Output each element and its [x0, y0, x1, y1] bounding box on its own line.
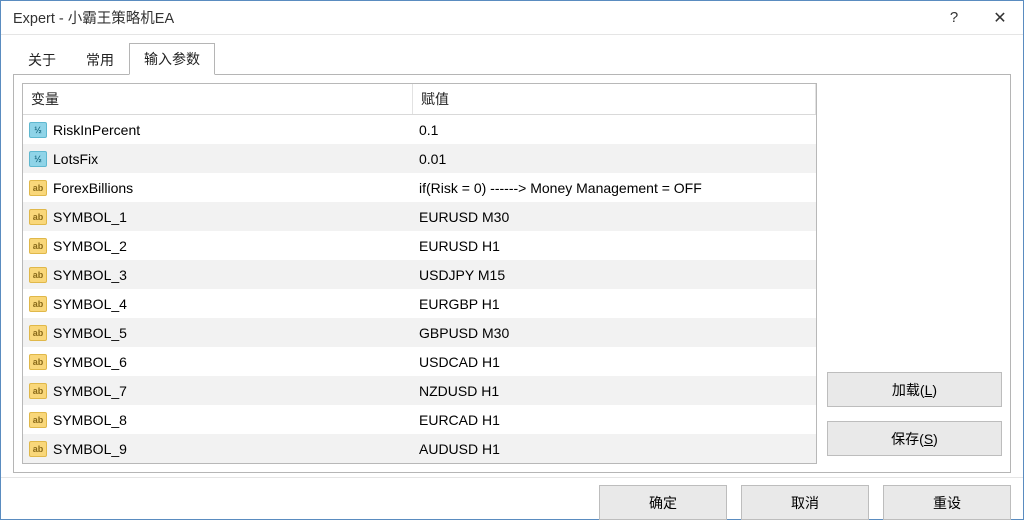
tab-关于[interactable]: 关于	[13, 44, 71, 75]
cell-variable: ab SYMBOL_4	[23, 296, 413, 312]
cell-value[interactable]: EURUSD M30	[413, 209, 816, 225]
variable-name: SYMBOL_1	[53, 209, 127, 225]
cell-value[interactable]: EURUSD H1	[413, 238, 816, 254]
table-row[interactable]: ½ RiskInPercent 0.1	[23, 115, 816, 144]
table-row[interactable]: ab SYMBOL_4 EURGBP H1	[23, 289, 816, 318]
string-type-icon: ab	[29, 296, 47, 312]
ok-button[interactable]: 确定	[599, 485, 727, 520]
numeric-type-icon: ½	[29, 151, 47, 167]
table-row[interactable]: ab ForexBillions if(Risk = 0) ------> Mone…	[23, 173, 816, 202]
string-type-icon: ab	[29, 180, 47, 196]
table-row[interactable]: ab SYMBOL_8 EURCAD H1	[23, 405, 816, 434]
cell-value[interactable]: EURGBP H1	[413, 296, 816, 312]
cell-variable: ab SYMBOL_5	[23, 325, 413, 341]
variable-name: RiskInPercent	[53, 122, 140, 138]
help-button[interactable]: ?	[931, 1, 977, 35]
string-type-icon: ab	[29, 412, 47, 428]
variable-name: SYMBOL_7	[53, 383, 127, 399]
string-type-icon: ab	[29, 354, 47, 370]
cell-variable: ab SYMBOL_3	[23, 267, 413, 283]
variable-name: SYMBOL_3	[53, 267, 127, 283]
cell-value[interactable]: GBPUSD M30	[413, 325, 816, 341]
cell-value[interactable]: 0.01	[413, 151, 816, 167]
save-button-mnemonic: S	[924, 431, 933, 447]
tabstrip: 关于常用输入参数	[13, 45, 1011, 75]
table-row[interactable]: ab SYMBOL_6 USDCAD H1	[23, 347, 816, 376]
table-row[interactable]: ab SYMBOL_7 NZDUSD H1	[23, 376, 816, 405]
table-row[interactable]: ab SYMBOL_1 EURUSD M30	[23, 202, 816, 231]
side-buttons: 加载(L) 保存(S)	[827, 83, 1002, 464]
cell-value[interactable]: AUDUSD H1	[413, 441, 816, 457]
table-row[interactable]: ½ LotsFix 0.01	[23, 144, 816, 173]
cell-variable: ab SYMBOL_1	[23, 209, 413, 225]
table-row[interactable]: ab SYMBOL_9 AUDUSD H1	[23, 434, 816, 463]
string-type-icon: ab	[29, 209, 47, 225]
save-button[interactable]: 保存(S)	[827, 421, 1002, 456]
cell-value[interactable]: USDCAD H1	[413, 354, 816, 370]
titlebar: Expert - 小霸王策略机EA ? ✕	[1, 1, 1023, 35]
cell-value[interactable]: USDJPY M15	[413, 267, 816, 283]
string-type-icon: ab	[29, 325, 47, 341]
cell-variable: ab SYMBOL_7	[23, 383, 413, 399]
cell-variable: ab SYMBOL_2	[23, 238, 413, 254]
variable-name: SYMBOL_8	[53, 412, 127, 428]
cell-variable: ab SYMBOL_8	[23, 412, 413, 428]
cell-variable: ab SYMBOL_9	[23, 441, 413, 457]
cell-variable: ½ LotsFix	[23, 151, 413, 167]
variable-name: SYMBOL_9	[53, 441, 127, 457]
cell-value[interactable]: 0.1	[413, 122, 816, 138]
table-row[interactable]: ab SYMBOL_5 GBPUSD M30	[23, 318, 816, 347]
table-body: ½ RiskInPercent 0.1 ½ LotsFix 0.01 ab ForexBill…	[23, 115, 816, 463]
cell-variable: ½ RiskInPercent	[23, 122, 413, 138]
numeric-type-icon: ½	[29, 122, 47, 138]
variable-name: LotsFix	[53, 151, 98, 167]
load-button-mnemonic: L	[925, 382, 933, 398]
table-row[interactable]: ab SYMBOL_3 USDJPY M15	[23, 260, 816, 289]
string-type-icon: ab	[29, 383, 47, 399]
string-type-icon: ab	[29, 441, 47, 457]
tab-panel-inputs: 变量 赋值 ½ RiskInPercent 0.1 ½ LotsFix 0.01 ab For…	[13, 74, 1011, 473]
content-area: 关于常用输入参数 变量 赋值 ½ RiskInPercent 0.1 ½ LotsFix…	[1, 35, 1023, 477]
string-type-icon: ab	[29, 238, 47, 254]
cell-variable: ab ForexBillions	[23, 180, 413, 196]
column-header-value[interactable]: 赋值	[413, 84, 816, 114]
load-button-suffix: )	[932, 382, 937, 398]
variable-name: ForexBillions	[53, 180, 133, 196]
cell-value[interactable]: EURCAD H1	[413, 412, 816, 428]
cell-value[interactable]: NZDUSD H1	[413, 383, 816, 399]
load-button-text: 加载(	[892, 380, 925, 400]
close-button[interactable]: ✕	[977, 1, 1023, 35]
window-title: Expert - 小霸王策略机EA	[13, 7, 931, 28]
tab-常用[interactable]: 常用	[71, 44, 129, 75]
variable-name: SYMBOL_6	[53, 354, 127, 370]
save-button-text: 保存(	[891, 429, 924, 449]
variable-name: SYMBOL_2	[53, 238, 127, 254]
variable-name: SYMBOL_4	[53, 296, 127, 312]
reset-button[interactable]: 重设	[883, 485, 1011, 520]
variable-name: SYMBOL_5	[53, 325, 127, 341]
table-header: 变量 赋值	[23, 84, 816, 115]
tab-输入参数[interactable]: 输入参数	[129, 43, 215, 75]
parameters-table: 变量 赋值 ½ RiskInPercent 0.1 ½ LotsFix 0.01 ab For…	[22, 83, 817, 464]
string-type-icon: ab	[29, 267, 47, 283]
table-row[interactable]: ab SYMBOL_2 EURUSD H1	[23, 231, 816, 260]
cell-variable: ab SYMBOL_6	[23, 354, 413, 370]
save-button-suffix: )	[933, 431, 938, 447]
column-header-variable[interactable]: 变量	[23, 84, 413, 114]
cell-value[interactable]: if(Risk = 0) ------> Money Management = …	[413, 180, 816, 196]
dialog-window: Expert - 小霸王策略机EA ? ✕ 关于常用输入参数 变量 赋值 ½ Ri…	[0, 0, 1024, 520]
cancel-button[interactable]: 取消	[741, 485, 869, 520]
load-button[interactable]: 加载(L)	[827, 372, 1002, 407]
